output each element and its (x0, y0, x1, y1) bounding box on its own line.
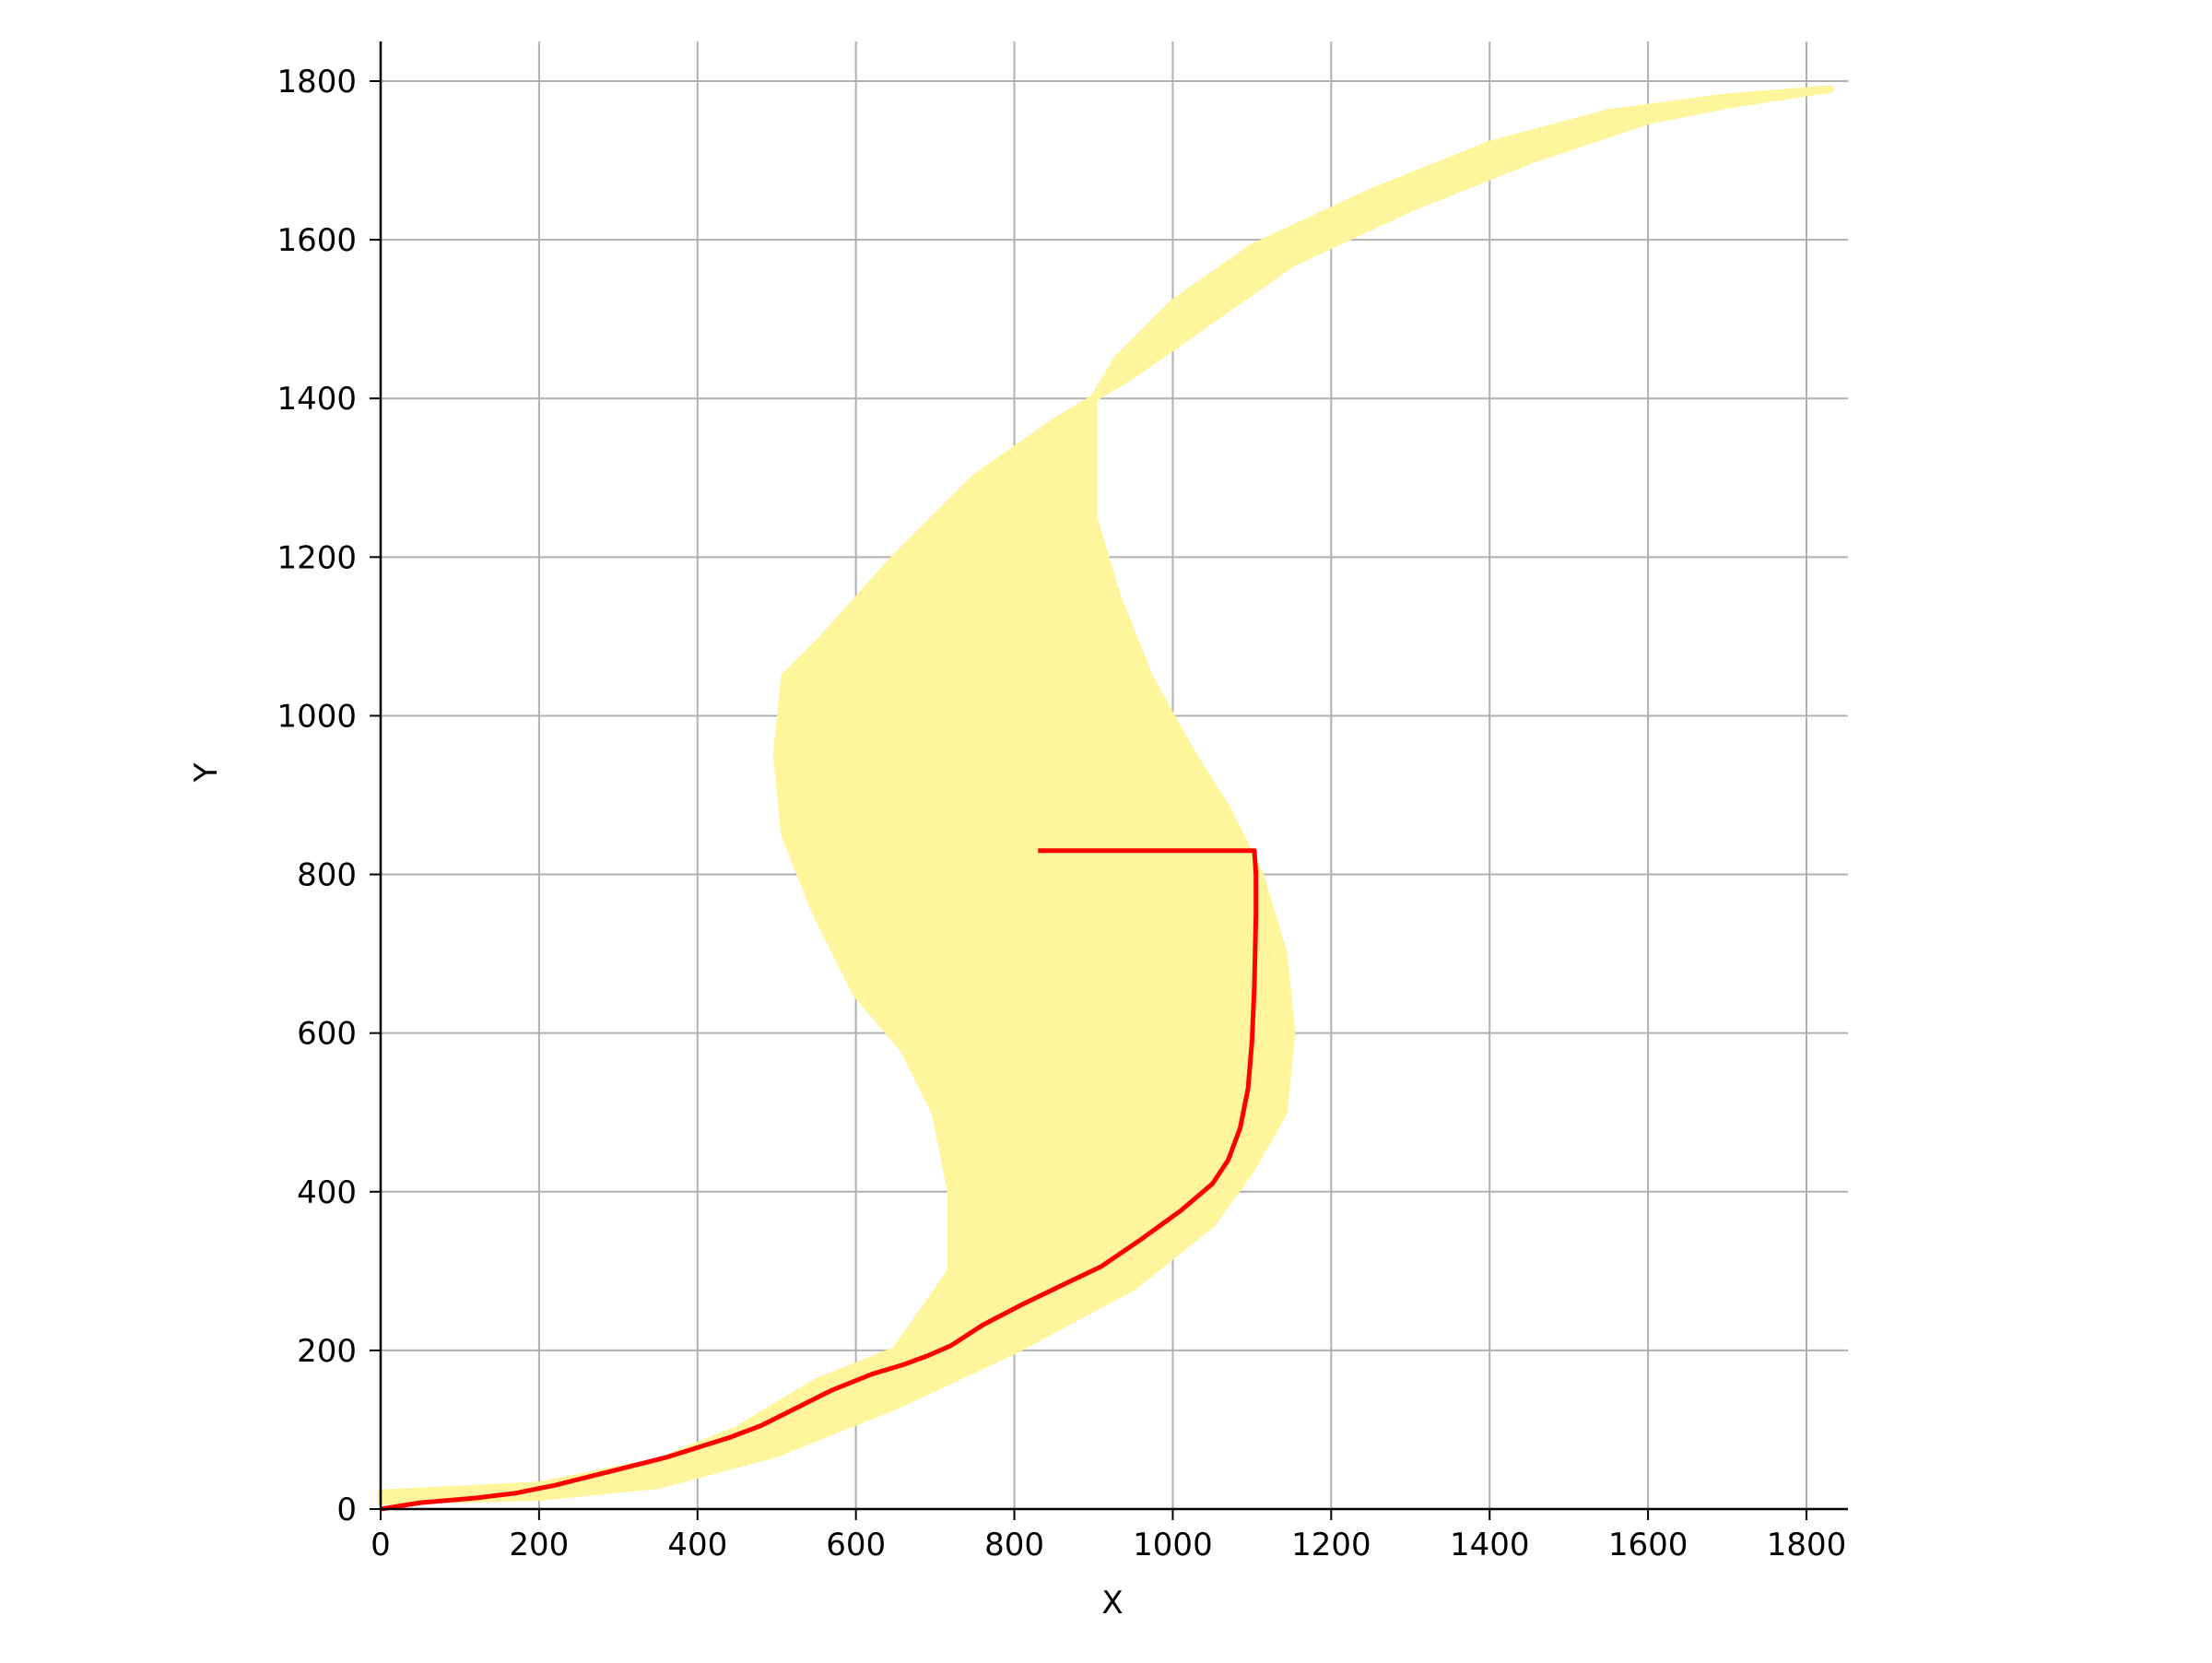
x-tick-label: 0 (371, 1527, 391, 1563)
x-tick-label: 800 (984, 1527, 1044, 1563)
y-tick-label: 1000 (276, 698, 357, 735)
x-tick-label: 1600 (1608, 1527, 1688, 1563)
y-tick-label: 800 (297, 857, 357, 894)
y-tick-label: 600 (297, 1016, 357, 1053)
track-band (377, 85, 1834, 1505)
y-tick-label: 0 (336, 1492, 357, 1528)
x-tick-label: 1000 (1133, 1527, 1213, 1563)
y-tick-label: 200 (297, 1333, 357, 1370)
y-tick-label: 1600 (276, 222, 357, 259)
track-area (377, 85, 1834, 1505)
x-tick-label: 1200 (1291, 1527, 1371, 1563)
path-line (380, 848, 1259, 1512)
y-axis-label: Y (188, 762, 225, 783)
y-tick-label: 1800 (276, 64, 357, 100)
x-tick-label: 1800 (1767, 1527, 1847, 1563)
x-tick-label: 200 (509, 1527, 569, 1563)
path-series-line (380, 848, 1259, 1512)
x-tick-label: 600 (826, 1527, 886, 1563)
y-tick-label: 400 (297, 1174, 357, 1211)
x-axis-label: X (1101, 1585, 1123, 1622)
x-tick-label: 1400 (1450, 1527, 1530, 1563)
x-tick-label: 400 (667, 1527, 727, 1563)
y-tick-label: 1400 (276, 381, 357, 418)
tick-labels: 0 200 400 600 800 1000 1200 1400 1600 1800 0 200 400… (276, 64, 1846, 1563)
y-tick-label: 1200 (276, 539, 357, 576)
axes (379, 41, 1848, 1511)
